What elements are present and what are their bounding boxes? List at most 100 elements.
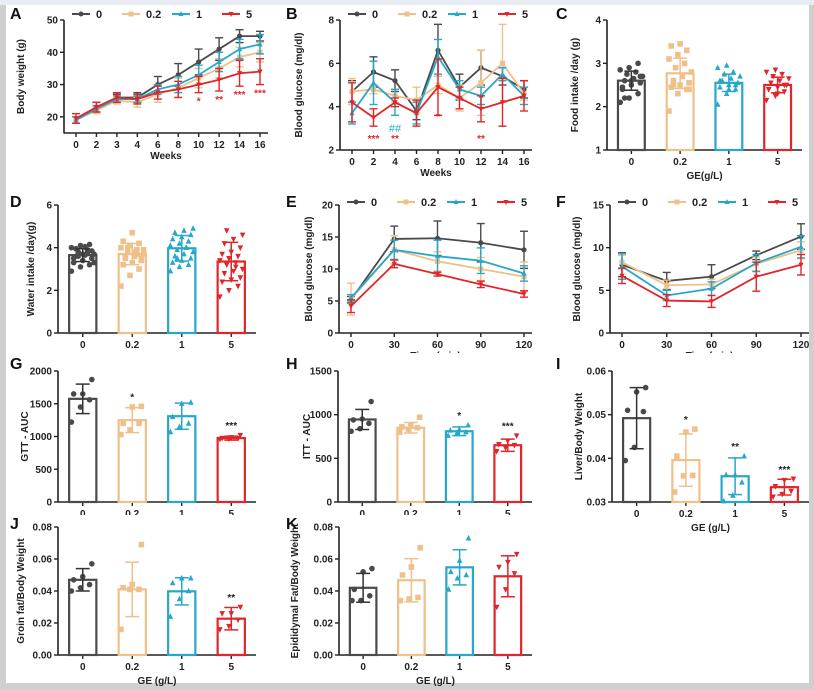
data-point [626, 64, 632, 71]
x-tick-label: 0 [348, 340, 354, 351]
data-point [223, 228, 230, 234]
series-1 [347, 239, 528, 302]
panel-label: K [286, 516, 298, 533]
data-point [190, 248, 196, 255]
x-tick-label: 0.2 [125, 662, 139, 673]
data-point [136, 586, 142, 593]
data-point [435, 53, 441, 59]
y-tick-label: 0.04 [587, 454, 607, 465]
x-tick-label: 0.2 [679, 509, 693, 520]
data-point [511, 571, 518, 577]
x-tick-label: 6 [414, 157, 420, 168]
data-point [133, 251, 140, 257]
x-tick-label: 14 [497, 157, 509, 168]
bar [167, 415, 197, 504]
data-point [138, 403, 145, 410]
x-tick-label: 1 [456, 509, 462, 515]
data-point [86, 397, 93, 403]
bar-group-0 [68, 561, 98, 657]
data-point [521, 247, 527, 253]
panel-label: E [286, 194, 297, 211]
y-tick-label: 15 [322, 233, 334, 244]
x-axis-label: GE(g/L) [686, 171, 722, 182]
legend-marker [674, 199, 680, 205]
data-point [70, 255, 77, 262]
y-axis-label: Groin fat/Body Weight [16, 538, 27, 644]
significance-mark: ** [215, 95, 223, 106]
series-line [75, 43, 261, 121]
data-point [236, 45, 243, 52]
y-tick-label: 8 [328, 16, 334, 27]
panel-label: B [286, 6, 298, 23]
legend-marker [404, 11, 410, 17]
x-tick-label: 30 [661, 340, 673, 351]
data-point [257, 41, 263, 47]
data-point [176, 240, 183, 246]
data-point [689, 472, 696, 479]
y-tick-label: 6 [328, 59, 334, 70]
data-point [521, 291, 527, 298]
data-point [366, 420, 372, 427]
data-point [396, 429, 403, 435]
data-point [348, 304, 354, 310]
data-point [714, 64, 721, 70]
x-tick-label: 12 [214, 140, 226, 151]
data-point [637, 73, 644, 80]
bar-group-1 [714, 62, 744, 152]
y-tick-label: 0.06 [314, 555, 334, 566]
data-point [169, 413, 176, 420]
data-point [230, 236, 237, 243]
data-point [237, 432, 244, 439]
data-point [478, 282, 484, 288]
data-point [176, 423, 183, 429]
legend-marker [228, 12, 234, 17]
panel-k: K 0.00 0.02 0.04 0.06 0.08 0 0.2 1 5 Epididymal Fa… [286, 516, 532, 687]
significance-mark: * [197, 97, 201, 108]
bar-group-1 [444, 421, 474, 504]
y-tick-label: 30 [47, 80, 59, 91]
x-tick-label: 1 [179, 662, 185, 673]
data-point [391, 246, 397, 252]
data-point [721, 497, 727, 504]
data-point [196, 59, 202, 65]
y-axis-label: Water intake /day(g) [26, 222, 37, 317]
data-point [621, 95, 628, 101]
legend-label: 0.2 [421, 197, 436, 209]
bar-group-5 [763, 67, 793, 152]
y-tick-label: 2 [328, 146, 334, 157]
data-point [635, 90, 641, 97]
bar [216, 260, 246, 335]
data-point [73, 116, 79, 122]
data-point [175, 87, 181, 93]
bar-group-1 [720, 452, 750, 504]
panel-label: C [556, 6, 568, 23]
significance-mark: ** [391, 134, 399, 145]
data-point [122, 253, 129, 259]
bar-group-1 [167, 399, 197, 504]
y-axis-label: Food intake /day (g) [570, 38, 581, 132]
data-point [798, 243, 804, 249]
legend-label: 0 [642, 197, 648, 209]
legend-label: 1 [196, 9, 202, 21]
legend-label: 0 [372, 9, 378, 21]
data-point [221, 270, 228, 277]
x-tick-label: 1 [457, 662, 463, 673]
data-point [788, 488, 794, 495]
data-point [447, 427, 454, 433]
data-point [196, 82, 202, 88]
significance-mark: *** [234, 90, 246, 101]
x-tick-label: 8 [175, 140, 181, 151]
data-point [781, 82, 788, 89]
panel-label: G [10, 356, 22, 373]
x-tick-label: 5 [505, 509, 511, 515]
x-axis-label: Time (min) [410, 351, 460, 353]
significance-mark: *** [368, 134, 380, 145]
data-point [635, 60, 641, 67]
x-tick-label: 1 [179, 340, 185, 351]
data-point [91, 259, 97, 266]
data-point [619, 84, 626, 90]
data-point [723, 471, 729, 478]
significance-mark: *** [254, 89, 266, 100]
y-tick-label: 3 [595, 59, 601, 70]
